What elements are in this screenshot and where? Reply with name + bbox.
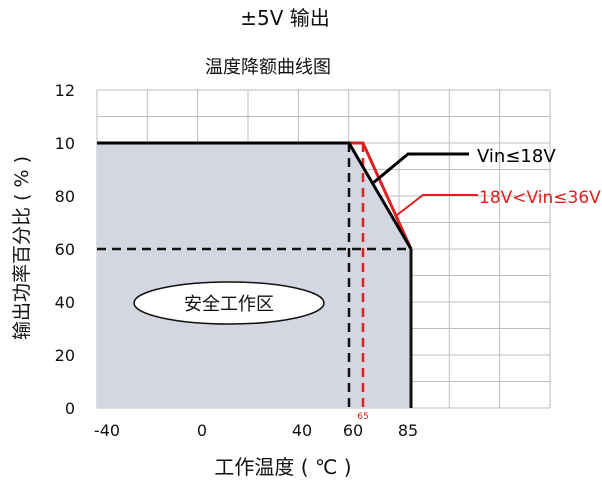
y-tick-label-top: 12 [55, 81, 75, 100]
safe-area-ellipse [133, 281, 325, 325]
y-tick-label: 80 [55, 187, 75, 206]
y-tick-label: 20 [55, 346, 75, 365]
x-tick-label: 40 [292, 421, 312, 440]
safe-area-label: 安全工作区 [184, 294, 274, 315]
y-tick-label: 0 [65, 399, 75, 418]
series-line-vin-18v [97, 141, 413, 250]
legend-leader-vin-18v [372, 152, 469, 185]
legend: Vin≤18V 18V<Vin≤36V [372, 146, 601, 216]
x-tick-label: 0 [197, 421, 207, 440]
axis-ticks: 0 20 40 60 80 10 12 -40 0 40 60 85 65 [55, 81, 419, 440]
chart-title: ±5V 输出 [240, 6, 330, 30]
x-tick-label: 85 [398, 421, 418, 440]
y-axis-label: 输出功率百分比 ( % ) [11, 156, 33, 340]
y-tick-label: 10 [55, 134, 75, 153]
safe-area-badge: 安全工作区 [133, 281, 325, 325]
guide-lines [97, 143, 411, 408]
series-lines [97, 141, 413, 408]
y-tick-label: 60 [55, 240, 75, 259]
annotation-65: 65 [357, 412, 368, 422]
safe-operating-area [97, 143, 411, 408]
legend-label-vin-18v: Vin≤18V [477, 146, 556, 167]
legend-label-18v-36v: 18V<Vin≤36V [479, 188, 601, 208]
y-tick-label: 40 [55, 293, 75, 312]
x-axis-label: 工作温度 ( ℃ ) [214, 455, 351, 479]
legend-leader-18v-36v [396, 194, 478, 216]
x-tick-label: 60 [343, 421, 363, 440]
x-tick-label: -40 [94, 421, 120, 440]
chart-subtitle: 温度降额曲线图 [205, 57, 331, 78]
